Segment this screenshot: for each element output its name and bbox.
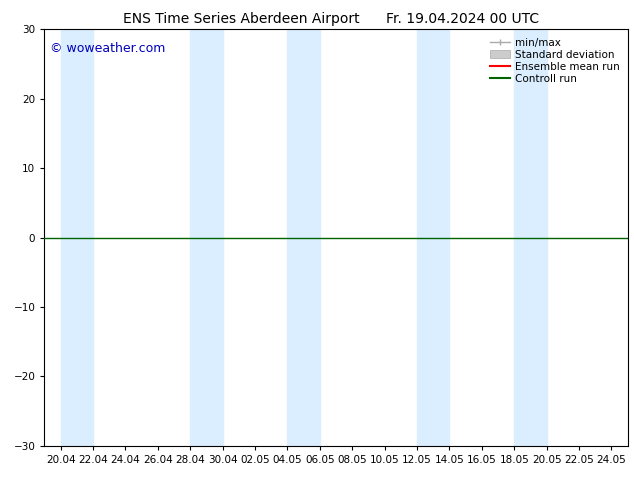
Text: Fr. 19.04.2024 00 UTC: Fr. 19.04.2024 00 UTC (386, 12, 540, 26)
Text: ENS Time Series Aberdeen Airport: ENS Time Series Aberdeen Airport (122, 12, 359, 26)
Bar (190, 29, 223, 446)
Bar (514, 29, 547, 446)
Text: © woweather.com: © woweather.com (50, 42, 165, 55)
Bar (287, 29, 320, 446)
Bar (417, 29, 450, 446)
Bar (61, 29, 93, 446)
Legend: min/max, Standard deviation, Ensemble mean run, Controll run: min/max, Standard deviation, Ensemble me… (486, 35, 623, 87)
